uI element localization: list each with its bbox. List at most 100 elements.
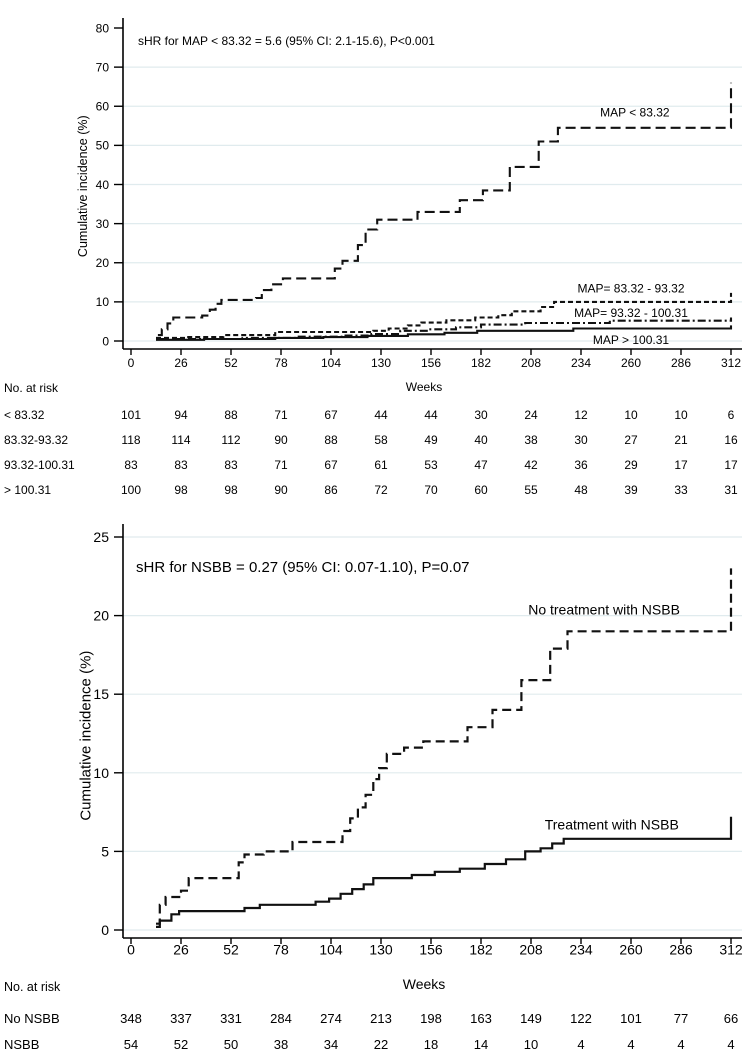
risk-count: 30 [474, 408, 488, 422]
risk-count: 30 [574, 433, 588, 447]
x-tick-label: 52 [224, 356, 238, 370]
risk-count: 163 [470, 1011, 492, 1026]
risk-count: 40 [474, 433, 488, 447]
annotation-shr-nsbb: sHR for NSBB = 0.27 (95% CI: 0.07-1.10),… [136, 559, 470, 576]
x-tick-label: 52 [223, 941, 239, 957]
x-tick-label: 78 [273, 941, 289, 957]
risk-count: 47 [474, 458, 488, 472]
risk-row-label: No NSBB [4, 1011, 60, 1026]
risk-count: 101 [620, 1011, 642, 1026]
y-tick-label: 80 [96, 21, 110, 35]
x-tick-label: 156 [419, 941, 443, 957]
risk-count: 58 [374, 433, 388, 447]
x-tick-label: 130 [371, 356, 391, 370]
risk-count: 18 [423, 1037, 439, 1052]
risk-count: 4 [727, 1037, 735, 1052]
series-label-treatment-with-nsbb: Treatment with NSBB [545, 817, 679, 833]
risk-count: 31 [724, 483, 738, 497]
risk-count: 66 [723, 1011, 739, 1026]
risk-count: 29 [624, 458, 638, 472]
risk-count: 122 [570, 1011, 592, 1026]
risk-table-title-bottom: No. at risk [4, 980, 61, 994]
risk-count: 39 [624, 483, 638, 497]
risk-count: 44 [424, 408, 438, 422]
y-axis-label-top: Cumulative incidence (%) [75, 115, 90, 258]
x-axis-label-top: Weeks [405, 380, 443, 394]
risk-count: 77 [673, 1011, 689, 1026]
risk-row-label: NSBB [4, 1037, 40, 1052]
x-tick-label: 0 [127, 941, 135, 957]
series-label-map-100-31: MAP > 100.31 [593, 333, 669, 347]
x-tick-label: 0 [128, 356, 135, 370]
risk-count: 71 [274, 408, 288, 422]
risk-count: 38 [273, 1037, 289, 1052]
y-tick-label: 0 [102, 334, 109, 348]
curve-map-83-32-93-32 [156, 292, 733, 339]
x-tick-label: 234 [569, 941, 593, 957]
risk-count: 70 [424, 483, 438, 497]
risk-count: 42 [524, 458, 538, 472]
risk-count: 12 [574, 408, 588, 422]
x-tick-label: 260 [621, 356, 641, 370]
risk-count: 83 [174, 458, 188, 472]
risk-count: 112 [221, 433, 241, 447]
x-tick-label: 286 [671, 356, 691, 370]
risk-count: 38 [524, 433, 538, 447]
risk-count: 348 [120, 1011, 142, 1026]
risk-count: 44 [374, 408, 388, 422]
x-tick-label: 286 [669, 941, 693, 957]
series-label-map-93-32-100-31: MAP= 93.32 - 100.31 [574, 306, 688, 320]
risk-count: 6 [727, 408, 735, 422]
risk-count: 36 [574, 458, 588, 472]
risk-count: 54 [123, 1037, 139, 1052]
risk-count: 90 [274, 433, 288, 447]
risk-count: 33 [674, 483, 688, 497]
curve-no-treatment-with-nsbb [156, 568, 733, 925]
risk-count: 24 [524, 408, 538, 422]
x-tick-label: 156 [421, 356, 441, 370]
y-tick-label: 60 [96, 100, 110, 114]
risk-count: 274 [320, 1011, 342, 1026]
risk-count: 149 [520, 1011, 542, 1026]
x-tick-label: 130 [369, 941, 393, 957]
risk-count: 213 [370, 1011, 392, 1026]
risk-count: 86 [324, 483, 338, 497]
risk-count: 71 [274, 458, 288, 472]
y-tick-label: 20 [96, 256, 110, 270]
risk-count: 100 [120, 483, 142, 497]
risk-count: 16 [724, 433, 738, 447]
series-label-map-83-32-93-32: MAP= 83.32 - 93.32 [577, 282, 684, 296]
risk-count: 118 [121, 433, 141, 447]
y-tick-label: 30 [96, 217, 110, 231]
risk-count: 331 [220, 1011, 242, 1026]
risk-count: 88 [324, 433, 338, 447]
risk-count: 67 [324, 408, 338, 422]
y-tick-label: 0 [101, 922, 109, 938]
y-tick-label: 50 [96, 139, 110, 153]
risk-count: 83 [124, 458, 138, 472]
risk-count: 17 [724, 458, 738, 472]
y-tick-label: 10 [96, 295, 110, 309]
x-tick-label: 104 [319, 941, 343, 957]
series-label-map-83-32: MAP < 83.32 [600, 105, 670, 119]
risk-row-label: 83.32-93.32 [4, 433, 69, 447]
risk-count: 50 [223, 1037, 239, 1052]
x-tick-label: 78 [274, 356, 288, 370]
risk-count: 34 [323, 1037, 339, 1052]
y-tick-label: 20 [93, 608, 109, 624]
risk-count: 61 [374, 458, 388, 472]
x-axis-label-bottom: Weeks [402, 976, 446, 992]
y-tick-label: 40 [96, 178, 110, 192]
risk-count: 10 [674, 408, 688, 422]
risk-count: 17 [674, 458, 688, 472]
risk-count: 83 [224, 458, 238, 472]
x-tick-label: 208 [521, 356, 541, 370]
risk-count: 72 [374, 483, 388, 497]
risk-count: 4 [627, 1037, 635, 1052]
x-tick-label: 104 [321, 356, 341, 370]
risk-count: 101 [120, 408, 142, 422]
risk-count: 114 [171, 433, 191, 447]
series-label-no-treatment-with-nsbb: No treatment with NSBB [528, 601, 680, 617]
curve-treatment-with-nsbb [156, 816, 733, 928]
